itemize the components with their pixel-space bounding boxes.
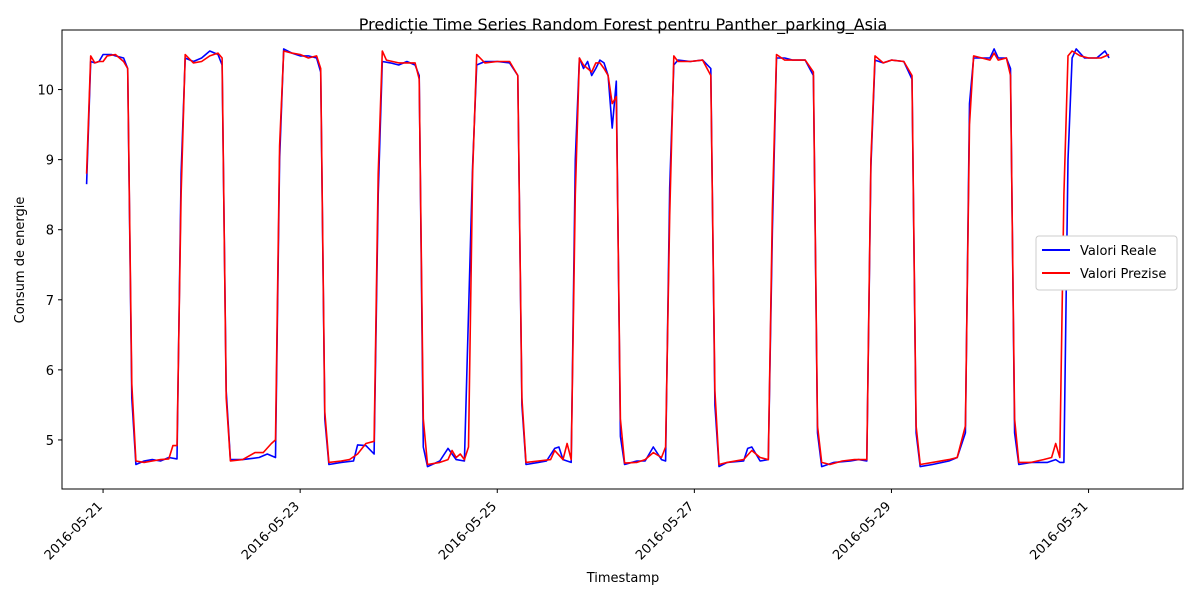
y-tick-label: 7 [46, 294, 54, 309]
y-tick-label: 5 [46, 434, 54, 449]
y-tick-label: 9 [46, 154, 54, 169]
chart-title: Predicție Time Series Random Forest pent… [359, 15, 888, 35]
axes-frame [61, 29, 1184, 490]
x-axis-title: Timestamp [586, 571, 660, 586]
plot-area [85, 48, 1110, 468]
y-axis-title: Consum de energie [13, 197, 28, 324]
legend: Valori Reale Valori Prezise [1035, 235, 1178, 291]
legend-label-valori-reale: Valori Reale [1080, 244, 1157, 259]
y-tick-label: 8 [46, 224, 54, 239]
legend-label-valori-prezise: Valori Prezise [1080, 267, 1166, 282]
y-tick-label: 6 [46, 364, 54, 379]
legend-box [1035, 235, 1178, 291]
y-axis: 5 6 7 8 9 10 [37, 84, 62, 449]
y-tick-label: 10 [37, 84, 54, 99]
series-line-valori-prezise [85, 50, 1110, 466]
